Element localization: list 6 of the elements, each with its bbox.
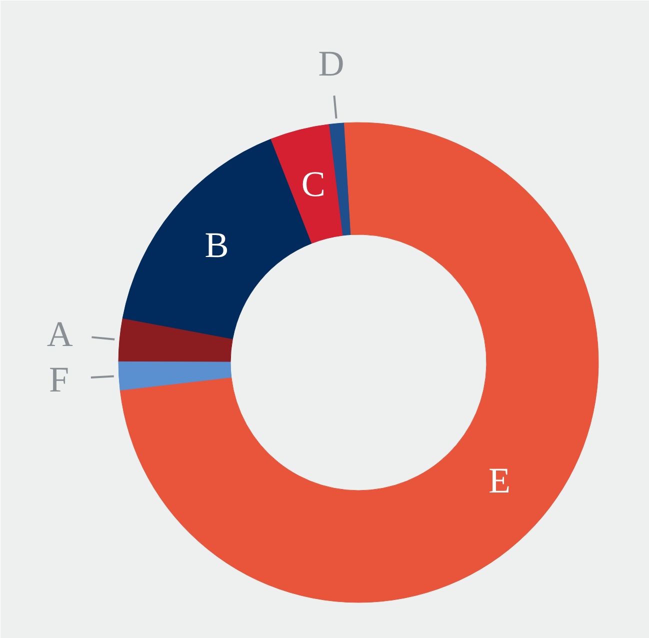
slice-label: F [48,359,69,400]
slice-label: E [488,460,510,501]
slice-label: C [301,164,326,204]
slice-label: A [46,314,73,354]
slice-label: B [204,225,229,266]
slice-label: D [318,44,344,84]
